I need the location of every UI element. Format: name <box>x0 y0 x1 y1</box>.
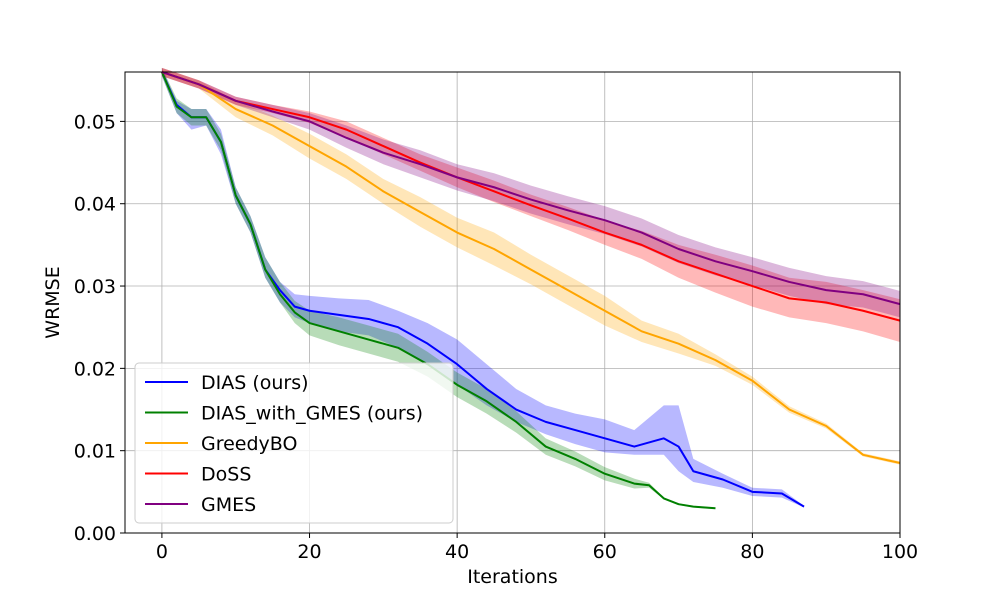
x-tick-label: 0 <box>156 541 168 563</box>
legend-label: GMES <box>201 494 256 516</box>
x-tick-label: 40 <box>445 541 469 563</box>
legend: DIAS (ours) DIAS_with_GMES (ours) GreedyBO… <box>134 362 454 524</box>
legend-label: DoSS <box>201 464 251 486</box>
y-tick-label: 0.04 <box>74 194 116 216</box>
legend-label: GreedyBO <box>201 433 297 455</box>
x-axis-label: Iterations <box>467 566 558 588</box>
series-line-1 <box>160 71 716 510</box>
y-axis-ticks: 0.00 0.01 0.02 0.03 0.04 0.05 <box>74 111 125 545</box>
plot-frame <box>124 71 901 534</box>
x-axis-ticks: 0 20 40 60 80 100 <box>156 533 918 563</box>
legend-box <box>134 362 454 524</box>
y-tick-label: 0.02 <box>74 358 116 380</box>
y-tick-label: 0.00 <box>74 523 116 545</box>
series-line-3 <box>161 71 901 322</box>
x-tick-label: 20 <box>297 541 321 563</box>
confidence-band-1 <box>161 67 716 510</box>
series-line-2 <box>161 71 901 465</box>
y-tick-label: 0.03 <box>74 276 116 298</box>
legend-label: DIAS_with_GMES (ours) <box>201 403 423 425</box>
x-tick-label: 100 <box>882 541 918 563</box>
y-tick-label: 0.05 <box>74 111 116 133</box>
legend-label: DIAS (ours) <box>201 372 309 394</box>
x-tick-label: 80 <box>740 541 764 563</box>
series-lines <box>160 71 901 510</box>
series-line-4 <box>161 71 901 306</box>
y-axis-label: WRMSE <box>42 266 64 338</box>
y-tick-label: 0.01 <box>74 441 116 463</box>
x-tick-label: 60 <box>593 541 617 563</box>
